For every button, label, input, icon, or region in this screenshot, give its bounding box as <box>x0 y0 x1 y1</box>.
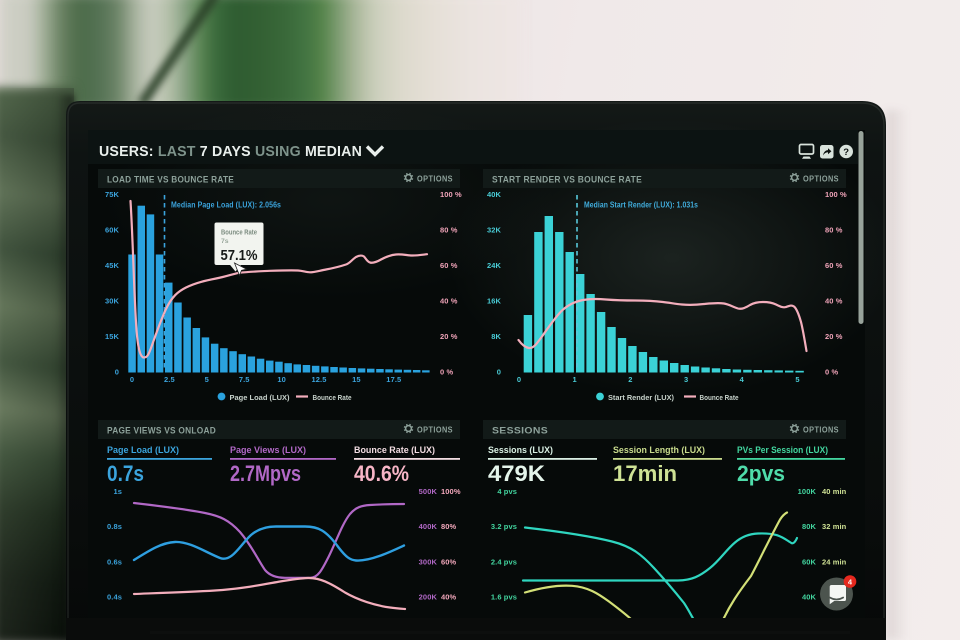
svg-text:100 %: 100 % <box>440 190 462 199</box>
svg-text:START RENDER VS BOUNCE RATE: START RENDER VS BOUNCE RATE <box>492 174 642 185</box>
svg-text:Median Start Render (LUX): 1.0: Median Start Render (LUX): 1.031s <box>584 201 698 210</box>
svg-text:Session Length (LUX): Session Length (LUX) <box>613 445 705 456</box>
svg-text:60K: 60K <box>802 557 817 566</box>
svg-text:0: 0 <box>115 367 119 376</box>
svg-text:0.6s: 0.6s <box>107 557 122 566</box>
svg-text:3.2 pvs: 3.2 pvs <box>491 522 517 531</box>
svg-text:Median Page Load (LUX): 2.056s: Median Page Load (LUX): 2.056s <box>171 201 282 210</box>
svg-text:2.5: 2.5 <box>164 375 175 384</box>
svg-text:24 min: 24 min <box>822 557 847 566</box>
svg-text:40 min: 40 min <box>822 487 847 496</box>
svg-text:OPTIONS: OPTIONS <box>417 174 453 184</box>
svg-text:60 %: 60 % <box>440 261 458 270</box>
svg-text:Bounce Rate: Bounce Rate <box>221 228 257 237</box>
svg-text:Page Load (LUX): Page Load (LUX) <box>107 445 179 456</box>
svg-text:1: 1 <box>573 375 577 384</box>
svg-text:400K: 400K <box>419 522 438 531</box>
svg-text:2: 2 <box>628 375 632 384</box>
svg-text:40K: 40K <box>802 593 817 602</box>
svg-text:2.7Mpvs: 2.7Mpvs <box>230 461 301 486</box>
svg-text:LOAD TIME VS BOUNCE RATE: LOAD TIME VS BOUNCE RATE <box>107 174 234 185</box>
svg-text:Page Load (LUX): Page Load (LUX) <box>230 393 290 402</box>
svg-text:80 %: 80 % <box>440 225 458 234</box>
svg-text:80%: 80% <box>441 522 457 531</box>
svg-text:USERS: LAST 7 DAYS USING MEDIA: USERS: LAST 7 DAYS USING MEDIAN <box>99 144 362 160</box>
svg-text:200K: 200K <box>419 593 438 602</box>
svg-text:24K: 24K <box>487 261 502 270</box>
svg-text:1.6 pvs: 1.6 pvs <box>491 593 517 602</box>
svg-text:4 pvs: 4 pvs <box>497 487 517 496</box>
svg-text:PAGE VIEWS VS ONLOAD: PAGE VIEWS VS ONLOAD <box>107 425 216 436</box>
svg-text:10: 10 <box>277 375 286 384</box>
svg-text:0: 0 <box>130 375 134 384</box>
svg-text:80 %: 80 % <box>825 225 843 234</box>
svg-text:0: 0 <box>517 375 521 384</box>
svg-text:?: ? <box>843 147 849 158</box>
svg-text:40K: 40K <box>487 190 502 199</box>
svg-text:20 %: 20 % <box>440 332 458 341</box>
svg-text:75K: 75K <box>105 190 120 199</box>
svg-text:OPTIONS: OPTIONS <box>417 425 453 435</box>
svg-text:4: 4 <box>848 577 853 586</box>
svg-text:0 %: 0 % <box>440 367 453 376</box>
svg-text:30K: 30K <box>105 296 120 305</box>
svg-text:2pvs: 2pvs <box>737 461 785 486</box>
svg-text:15: 15 <box>352 375 361 384</box>
svg-text:0.4s: 0.4s <box>107 593 122 602</box>
svg-text:100%: 100% <box>441 487 461 496</box>
svg-text:40%: 40% <box>441 593 457 602</box>
svg-text:57.1%: 57.1% <box>221 247 258 264</box>
svg-text:Start Render (LUX): Start Render (LUX) <box>608 393 674 402</box>
svg-text:32 min: 32 min <box>822 522 847 531</box>
svg-text:40 %: 40 % <box>825 296 843 305</box>
svg-text:0.8s: 0.8s <box>107 522 122 531</box>
svg-text:Bounce Rate (LUX): Bounce Rate (LUX) <box>354 445 435 456</box>
svg-text:5: 5 <box>205 375 209 384</box>
svg-text:7s: 7s <box>221 238 229 245</box>
svg-text:Page Views (LUX): Page Views (LUX) <box>230 445 306 456</box>
svg-text:OPTIONS: OPTIONS <box>803 174 839 184</box>
svg-text:2.4 pvs: 2.4 pvs <box>491 557 517 566</box>
svg-text:500K: 500K <box>419 487 438 496</box>
svg-text:20 %: 20 % <box>825 332 843 341</box>
svg-text:0: 0 <box>497 367 501 376</box>
svg-text:5: 5 <box>795 375 799 384</box>
svg-text:0.7s: 0.7s <box>107 461 144 486</box>
svg-text:17.5: 17.5 <box>386 375 401 384</box>
svg-text:300K: 300K <box>419 557 438 566</box>
svg-text:40.6%: 40.6% <box>354 461 409 486</box>
svg-text:4: 4 <box>740 375 745 384</box>
svg-text:60 %: 60 % <box>825 261 843 270</box>
svg-text:Bounce Rate: Bounce Rate <box>700 393 739 402</box>
svg-text:17min: 17min <box>613 461 677 486</box>
svg-text:100K: 100K <box>798 487 817 496</box>
svg-text:0 %: 0 % <box>825 367 838 376</box>
svg-text:80K: 80K <box>802 522 817 531</box>
svg-text:479K: 479K <box>488 461 545 486</box>
svg-text:40 %: 40 % <box>440 296 458 305</box>
svg-text:12.5: 12.5 <box>312 375 327 384</box>
svg-text:16K: 16K <box>487 296 502 305</box>
svg-text:100 %: 100 % <box>825 190 847 199</box>
svg-text:OPTIONS: OPTIONS <box>803 425 839 435</box>
svg-text:60K: 60K <box>105 225 120 234</box>
svg-text:45K: 45K <box>105 261 120 270</box>
svg-text:SESSIONS: SESSIONS <box>492 425 548 436</box>
svg-text:Bounce Rate: Bounce Rate <box>313 393 352 402</box>
svg-text:60%: 60% <box>441 557 457 566</box>
svg-text:8K: 8K <box>491 332 501 341</box>
svg-text:7.5: 7.5 <box>239 375 250 384</box>
svg-text:3: 3 <box>684 375 688 384</box>
svg-text:PVs Per Session (LUX): PVs Per Session (LUX) <box>737 445 828 456</box>
svg-text:1s: 1s <box>113 487 122 496</box>
svg-text:Sessions (LUX): Sessions (LUX) <box>488 445 553 456</box>
svg-text:15K: 15K <box>105 332 120 341</box>
svg-text:32K: 32K <box>487 225 502 234</box>
